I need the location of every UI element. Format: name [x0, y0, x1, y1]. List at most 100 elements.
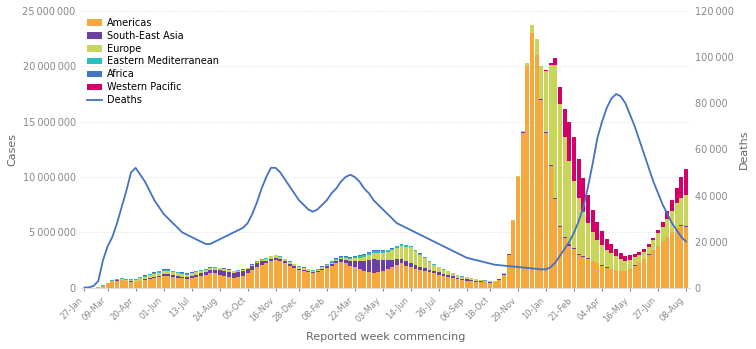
- Bar: [138, 279, 142, 281]
- Bar: [367, 272, 371, 288]
- Bar: [568, 161, 572, 244]
- Bar: [315, 271, 320, 272]
- Bar: [283, 263, 287, 288]
- X-axis label: Reported week commencing: Reported week commencing: [305, 332, 465, 342]
- Bar: [371, 253, 376, 259]
- Bar: [534, 55, 539, 288]
- Bar: [558, 225, 562, 227]
- Bar: [237, 272, 240, 277]
- Bar: [349, 266, 352, 288]
- Bar: [605, 239, 609, 250]
- Bar: [231, 272, 236, 273]
- Bar: [334, 258, 338, 259]
- Bar: [670, 232, 674, 288]
- Bar: [596, 240, 600, 263]
- Bar: [181, 273, 184, 274]
- Bar: [371, 251, 376, 253]
- Bar: [283, 259, 287, 261]
- Bar: [255, 262, 259, 263]
- Bar: [246, 269, 249, 273]
- Bar: [581, 257, 585, 288]
- Bar: [349, 261, 352, 266]
- Bar: [213, 267, 217, 268]
- Bar: [218, 270, 222, 275]
- Bar: [633, 257, 637, 265]
- Legend: Americas, South-East Asia, Europe, Eastern Mediterranean, Africa, Western Pacifi: Americas, South-East Asia, Europe, Easte…: [85, 16, 221, 107]
- Bar: [680, 225, 683, 226]
- Bar: [96, 287, 101, 288]
- Bar: [418, 254, 422, 255]
- Bar: [166, 274, 170, 276]
- Bar: [427, 262, 432, 269]
- Bar: [278, 259, 282, 261]
- Bar: [302, 268, 305, 270]
- Bar: [684, 195, 688, 227]
- Bar: [572, 181, 576, 248]
- Bar: [605, 250, 609, 267]
- Bar: [115, 281, 119, 288]
- Bar: [371, 250, 376, 251]
- Bar: [213, 273, 217, 288]
- Bar: [628, 269, 632, 288]
- Bar: [409, 267, 413, 288]
- Bar: [147, 278, 152, 279]
- Bar: [409, 246, 413, 247]
- Bar: [143, 280, 147, 288]
- Bar: [143, 276, 147, 277]
- Bar: [432, 273, 436, 288]
- Bar: [203, 268, 208, 269]
- Bar: [381, 251, 385, 253]
- Bar: [624, 271, 627, 288]
- Bar: [680, 177, 683, 198]
- Bar: [255, 267, 259, 288]
- Bar: [534, 39, 539, 55]
- Bar: [129, 282, 133, 288]
- Bar: [572, 248, 576, 249]
- Bar: [577, 254, 581, 288]
- Bar: [227, 270, 231, 272]
- Bar: [488, 281, 492, 282]
- Bar: [241, 276, 245, 288]
- Bar: [293, 268, 296, 288]
- Bar: [311, 270, 314, 272]
- Bar: [321, 270, 324, 288]
- Bar: [175, 273, 180, 276]
- Bar: [456, 275, 460, 277]
- Bar: [646, 244, 651, 247]
- Bar: [404, 247, 408, 261]
- Bar: [362, 271, 366, 288]
- Bar: [250, 266, 254, 270]
- Bar: [241, 272, 245, 276]
- Bar: [479, 282, 483, 288]
- Bar: [185, 279, 189, 288]
- Bar: [171, 275, 175, 277]
- Bar: [339, 262, 343, 288]
- Bar: [339, 257, 343, 258]
- Bar: [451, 273, 455, 276]
- Bar: [227, 272, 231, 277]
- Bar: [488, 282, 492, 283]
- Bar: [213, 270, 217, 273]
- Bar: [624, 256, 627, 261]
- Bar: [330, 261, 333, 262]
- Bar: [590, 209, 595, 232]
- Bar: [297, 270, 301, 288]
- Bar: [493, 282, 497, 288]
- Bar: [147, 279, 152, 288]
- Bar: [680, 226, 683, 288]
- Bar: [297, 268, 301, 270]
- Bar: [203, 275, 208, 288]
- Bar: [376, 251, 380, 253]
- Bar: [661, 227, 665, 241]
- Bar: [516, 177, 520, 288]
- Bar: [442, 274, 445, 276]
- Bar: [670, 211, 674, 232]
- Bar: [106, 283, 110, 288]
- Bar: [432, 265, 436, 271]
- Bar: [265, 259, 268, 261]
- Bar: [157, 271, 161, 273]
- Bar: [157, 276, 161, 277]
- Bar: [399, 246, 404, 259]
- Bar: [119, 278, 124, 279]
- Bar: [474, 282, 478, 288]
